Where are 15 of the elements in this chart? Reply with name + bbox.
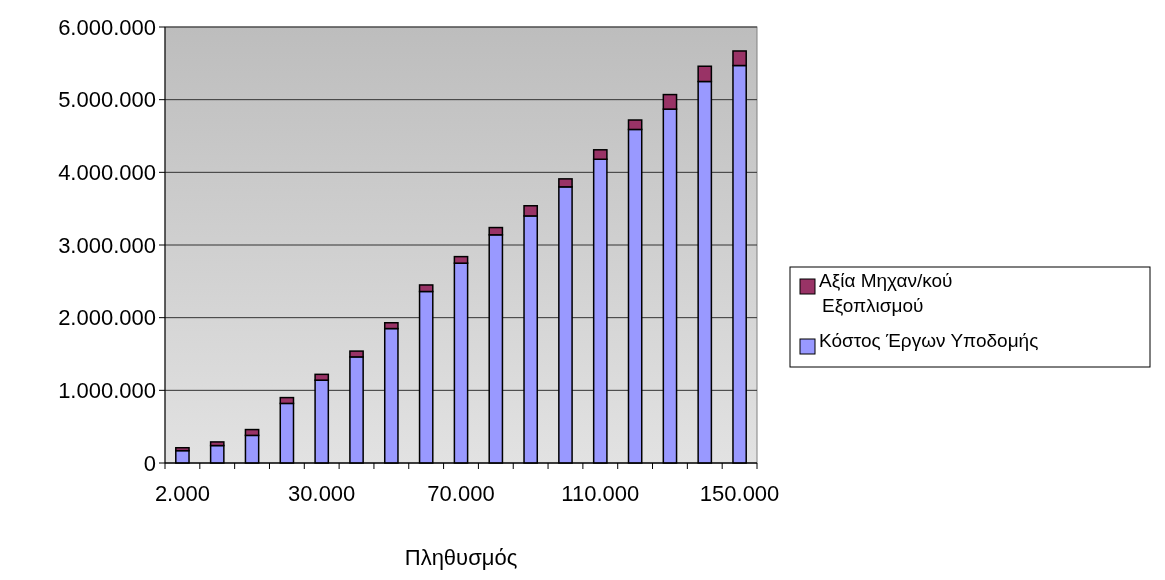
x-tick-label: 2.000 bbox=[154, 481, 210, 506]
y-tick-label: 2.000.000 bbox=[58, 305, 156, 331]
x-tick-label: 110.000 bbox=[561, 481, 640, 506]
x-tick-label: 150.000 bbox=[699, 481, 780, 506]
y-tick-label: 1.000.000 bbox=[58, 378, 156, 404]
x-tick-label: 30.000 bbox=[288, 481, 356, 506]
legend-label: Κόστος Έργων Υποδομής bbox=[819, 330, 1039, 351]
y-tick-label: 6.000.000 bbox=[58, 14, 156, 40]
x-axis-title: Πληθυσμός bbox=[404, 545, 518, 570]
legend-label: Αξία Μηχαν/κού Εξοπλισμού bbox=[819, 270, 953, 316]
y-tick-label: 0 bbox=[143, 450, 156, 476]
y-tick-label: 4.000.000 bbox=[58, 160, 156, 186]
x-tick-label: 70.000 bbox=[427, 481, 495, 506]
y-tick-label: 3.000.000 bbox=[58, 232, 156, 258]
y-tick-label: 5.000.000 bbox=[58, 87, 156, 113]
